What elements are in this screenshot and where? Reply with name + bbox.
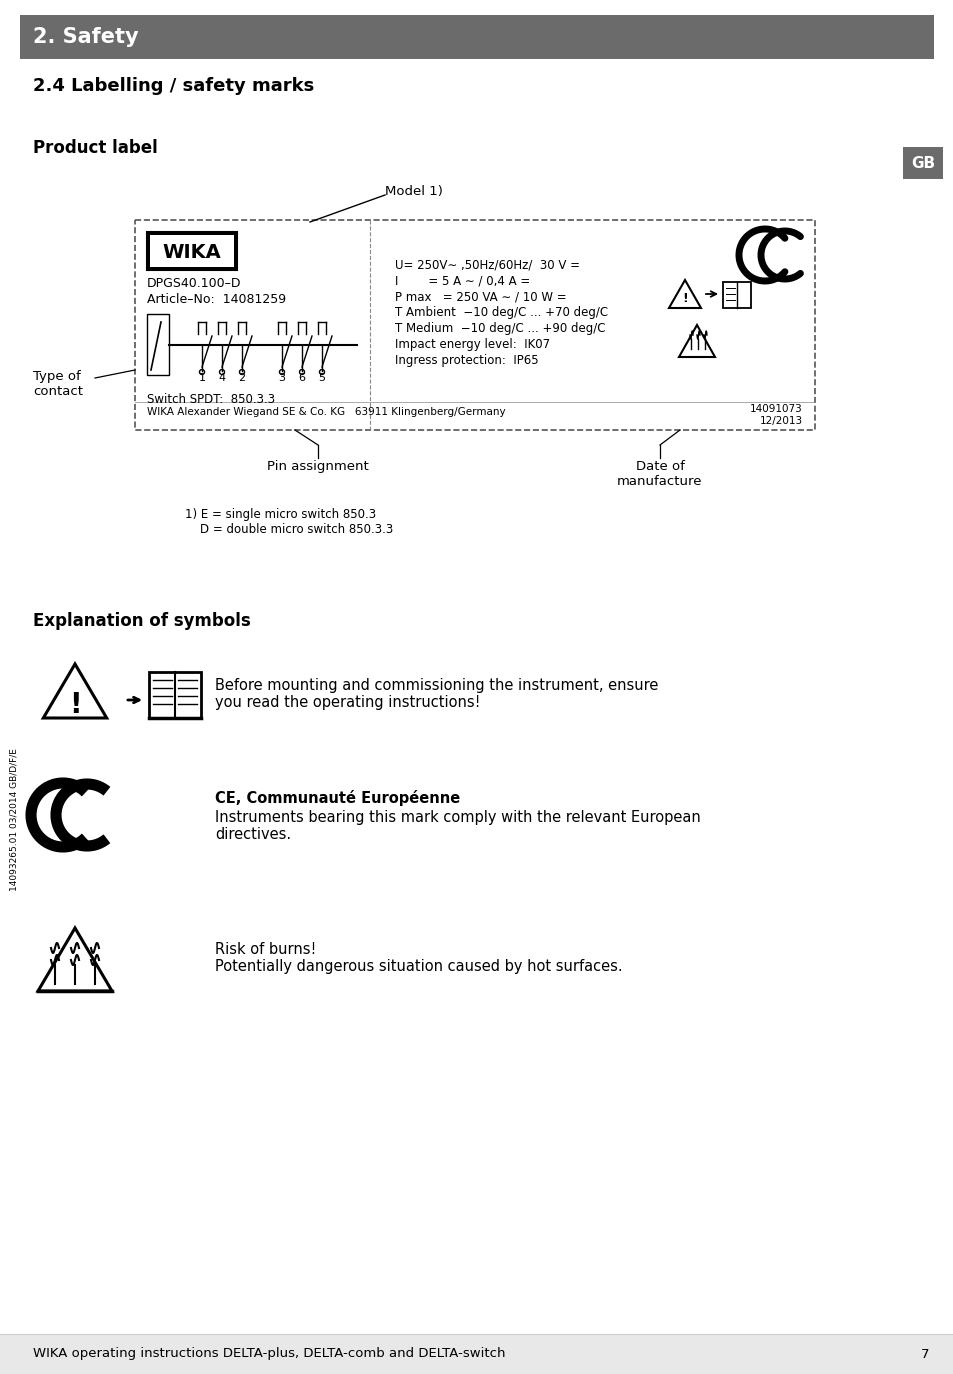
Text: Product label: Product label: [33, 139, 157, 157]
Text: Date of
manufacture: Date of manufacture: [617, 460, 702, 488]
Text: Risk of burns!
Potentially dangerous situation caused by hot surfaces.: Risk of burns! Potentially dangerous sit…: [214, 943, 622, 974]
Text: Explanation of symbols: Explanation of symbols: [33, 611, 251, 631]
Text: 3: 3: [278, 372, 285, 383]
Text: 14093265.01 03/2014 GB/D/F/E: 14093265.01 03/2014 GB/D/F/E: [10, 749, 18, 892]
Text: 4: 4: [218, 372, 225, 383]
Polygon shape: [38, 927, 112, 991]
Bar: [147, 315, 169, 375]
Text: 1: 1: [198, 372, 205, 383]
Text: 1) E = single micro switch 850.3: 1) E = single micro switch 850.3: [185, 508, 375, 521]
Text: Ingress protection:  IP65: Ingress protection: IP65: [395, 354, 538, 367]
Bar: [0, 1334, 953, 1374]
Polygon shape: [679, 326, 714, 357]
Bar: [902, 147, 942, 179]
Text: !: !: [681, 291, 687, 305]
Text: !: !: [69, 691, 81, 719]
Bar: [722, 282, 750, 308]
Polygon shape: [668, 280, 700, 308]
Text: I        = 5 A ∼ / 0,4 A =: I = 5 A ∼ / 0,4 A =: [395, 273, 530, 287]
Text: T Medium  −10 deg/C ... +90 deg/C: T Medium −10 deg/C ... +90 deg/C: [395, 322, 605, 335]
Text: T Ambient  −10 deg/C ... +70 deg/C: T Ambient −10 deg/C ... +70 deg/C: [395, 306, 607, 319]
Text: Type of
contact: Type of contact: [33, 370, 83, 398]
Text: 14091073: 14091073: [749, 404, 802, 414]
Text: Switch SPDT:  850.3.3: Switch SPDT: 850.3.3: [147, 393, 274, 405]
Bar: [150, 235, 233, 267]
Text: Article–No:  14081259: Article–No: 14081259: [147, 293, 286, 306]
Text: 2.4 Labelling / safety marks: 2.4 Labelling / safety marks: [33, 77, 314, 95]
Polygon shape: [43, 664, 107, 719]
Text: DPGS40.100–D: DPGS40.100–D: [147, 278, 241, 290]
Text: 2. Safety: 2. Safety: [33, 27, 138, 47]
Text: WIKA operating instructions DELTA-plus, DELTA-comb and DELTA-switch: WIKA operating instructions DELTA-plus, …: [33, 1348, 505, 1360]
Bar: [149, 672, 201, 719]
Text: Pin assignment: Pin assignment: [267, 460, 369, 473]
Text: Impact energy level:  IK07: Impact energy level: IK07: [395, 338, 550, 350]
Text: U= 250V∼ ,50Hz/60Hz/  30 V =: U= 250V∼ ,50Hz/60Hz/ 30 V =: [395, 258, 579, 271]
Text: GB: GB: [910, 155, 934, 170]
Bar: [20, 15, 933, 59]
Bar: [135, 220, 814, 430]
Text: P max   = 250 VA ∼ / 10 W =: P max = 250 VA ∼ / 10 W =: [395, 290, 566, 304]
Text: Instruments bearing this mark comply with the relevant European
directives.: Instruments bearing this mark comply wit…: [214, 811, 700, 842]
Bar: [147, 232, 236, 271]
Text: 5: 5: [318, 372, 325, 383]
Text: WIKA Alexander Wiegand SE & Co. KG   63911 Klingenberg/Germany: WIKA Alexander Wiegand SE & Co. KG 63911…: [147, 407, 505, 416]
Text: WIKA: WIKA: [162, 242, 221, 261]
Text: Model 1): Model 1): [385, 185, 442, 198]
Text: CE, Communauté Européenne: CE, Communauté Européenne: [214, 790, 459, 807]
Text: Before mounting and commissioning the instrument, ensure
you read the operating : Before mounting and commissioning the in…: [214, 677, 658, 710]
Text: 2: 2: [238, 372, 245, 383]
Text: 7: 7: [920, 1348, 928, 1360]
Text: 6: 6: [298, 372, 305, 383]
Text: D = double micro switch 850.3.3: D = double micro switch 850.3.3: [185, 523, 393, 536]
Text: 12/2013: 12/2013: [760, 416, 802, 426]
